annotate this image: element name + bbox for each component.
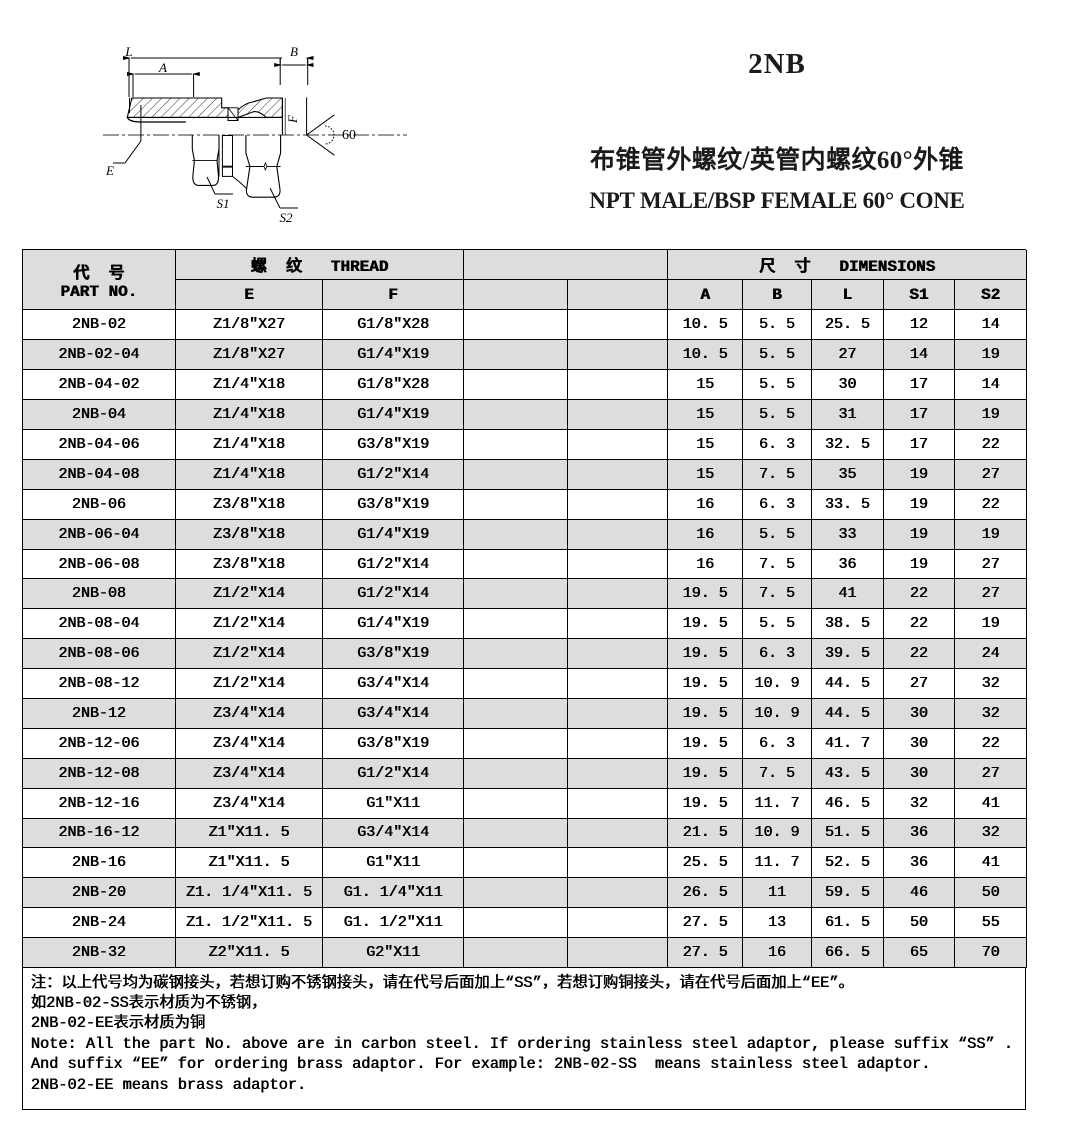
svg-text:E: E [105,163,114,178]
svg-text:L: L [124,45,132,59]
svg-text:A: A [158,60,167,75]
svg-text:F: F [285,114,300,124]
svg-text:60: 60 [342,128,356,143]
svg-text:S2: S2 [280,210,294,225]
svg-text:S1: S1 [217,196,230,211]
svg-text:B: B [290,45,298,59]
